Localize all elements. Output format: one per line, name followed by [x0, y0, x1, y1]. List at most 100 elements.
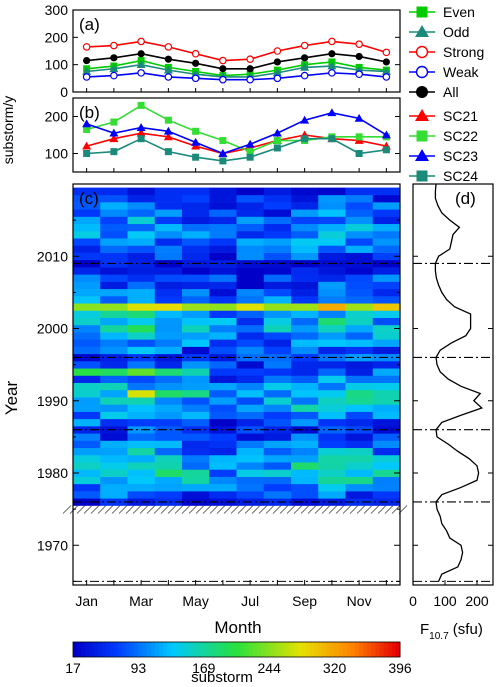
colorbar-segment: [113, 642, 119, 657]
heatmap-cell: [182, 469, 210, 477]
colorbar: 17 93 169 244 320 396: [65, 641, 412, 676]
heatmap-cell: [127, 223, 156, 232]
y-axis-label-substorm: substorm/y: [0, 96, 16, 164]
series-sc22: [83, 101, 390, 156]
heatmap-cell: [209, 310, 237, 318]
hatch-line: [237, 505, 247, 514]
data-point: [382, 73, 391, 81]
heatmap-cell: [291, 433, 319, 441]
heatmap-cell: [318, 281, 346, 290]
hatch-line: [321, 505, 331, 514]
heatmap-cell: [372, 324, 401, 333]
colorbar-segment: [289, 642, 295, 657]
plot-frame: [412, 183, 494, 586]
colorbar-segment: [248, 642, 254, 657]
heatmap-cell: [127, 209, 156, 217]
y-tick-label-1980: 1980: [37, 465, 68, 481]
data-point: [110, 148, 118, 156]
hatch-line: [104, 505, 114, 514]
heatmap-cell: [263, 288, 292, 297]
heatmap-cell: [154, 353, 183, 362]
heatmap-cell: [345, 491, 374, 499]
heatmap-cell: [73, 288, 101, 297]
data-point: [110, 54, 118, 62]
heatmap-cell: [291, 194, 319, 203]
heatmap-cell: [372, 491, 401, 499]
data-point: [191, 74, 200, 83]
heatmap-cell: [372, 476, 401, 485]
heatmap-cell: [209, 194, 237, 203]
heatmap-cell: [73, 433, 101, 441]
colorbar-tick-label-244: 244: [258, 660, 282, 676]
heatmap-cell: [154, 462, 183, 470]
heatmap-cell: [372, 295, 401, 304]
heatmap-cell: [291, 317, 319, 326]
heatmap-cell: [73, 440, 101, 449]
heatmap-cell: [236, 194, 265, 203]
heatmap-cell: [154, 317, 183, 326]
data-point: [382, 58, 390, 66]
heatmap-cell: [263, 187, 292, 196]
heatmap-cell: [73, 223, 101, 232]
heatmap-cell: [263, 245, 292, 253]
heatmap-cell: [73, 216, 101, 225]
hatch-line: [293, 505, 303, 514]
hatch-line: [307, 505, 317, 514]
heatmap-cell: [209, 216, 237, 225]
heatmap-cell: [291, 230, 319, 239]
heatmap-cell: [209, 238, 237, 246]
panel-d-f107: 0 100 200 (d): [409, 183, 494, 609]
heatmap-cell: [127, 238, 156, 246]
heatmap-cell: [263, 202, 292, 210]
data-point: [273, 58, 281, 66]
heatmap-cell: [154, 375, 183, 383]
heatmap-cell: [100, 324, 128, 333]
heatmap-cell: [127, 267, 156, 275]
heatmap-cell: [182, 361, 210, 369]
heatmap-cell: [345, 389, 374, 398]
heatmap-cell: [291, 389, 319, 398]
legend-marker-sc23: [415, 149, 429, 161]
data-point: [327, 108, 337, 117]
heatmap-cell: [182, 454, 210, 463]
heatmap-cell: [372, 433, 401, 441]
heatmap-cell: [372, 418, 401, 427]
heatmap-cell: [236, 310, 265, 318]
colorbar-segment: [138, 642, 143, 657]
heatmap-cell: [372, 303, 401, 311]
heatmap-cell: [127, 476, 156, 485]
heatmap-cell: [100, 440, 128, 449]
heatmap-cell: [291, 216, 319, 225]
heatmap-cell: [182, 194, 210, 203]
colorbar-segment: [383, 642, 389, 657]
data-point: [300, 71, 309, 80]
colorbar-segment: [154, 642, 160, 657]
heatmap-cell: [100, 361, 128, 369]
heatmap-cell: [345, 375, 374, 383]
heatmap-cell: [73, 397, 101, 405]
colorbar-segment: [179, 642, 184, 657]
colorbar-segment: [101, 642, 107, 657]
heatmap-cell: [318, 317, 346, 326]
colorbar-tick-label-169: 169: [192, 660, 216, 676]
data-point: [382, 48, 391, 57]
heatmap-cell: [291, 476, 319, 485]
data-point: [82, 73, 91, 81]
heatmap-cell: [127, 454, 156, 463]
heatmap-cell: [154, 368, 183, 376]
data-point: [219, 75, 227, 84]
heatmap-cell: [154, 245, 183, 253]
heatmap-cell: [318, 238, 346, 246]
heatmap-cell: [345, 483, 374, 492]
heatmap-cell: [209, 411, 237, 420]
heatmap-cell: [209, 483, 237, 492]
hatch-line: [153, 505, 163, 514]
heatmap-cell: [372, 368, 401, 376]
heatmap-cell: [154, 230, 183, 239]
hatch-line: [356, 505, 366, 514]
heatmap-cell: [372, 288, 401, 297]
data-point: [163, 65, 173, 74]
heatmap-cell: [236, 295, 265, 304]
colorbar-segment: [105, 642, 111, 657]
heatmap-cell: [73, 317, 101, 326]
